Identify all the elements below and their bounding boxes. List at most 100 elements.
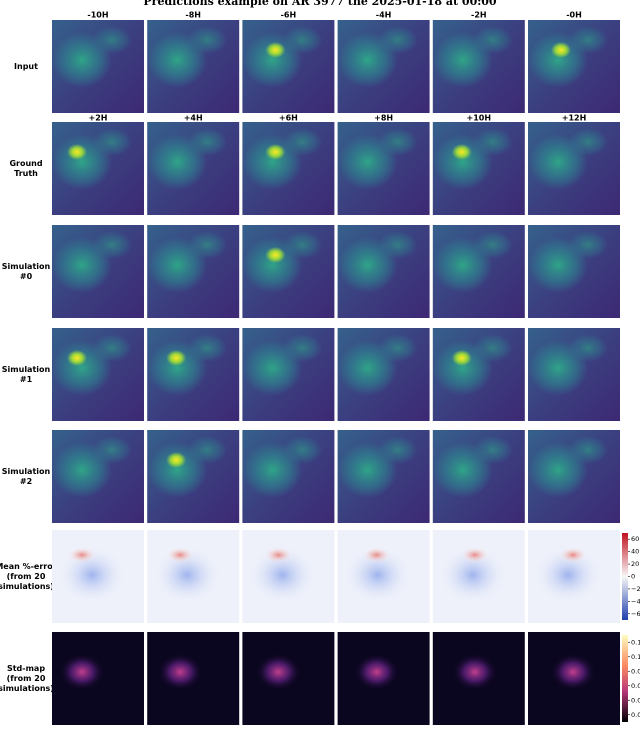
colorbar-tick-label: −40 xyxy=(631,597,640,605)
image-feature xyxy=(187,26,228,54)
image-feature xyxy=(533,545,603,605)
colorbar-tick-label: −20 xyxy=(631,585,640,593)
image-feature xyxy=(437,545,508,605)
image-feature xyxy=(256,654,301,690)
column-header: -2H xyxy=(471,11,487,20)
row-label: Truth xyxy=(14,169,38,178)
image-feature xyxy=(354,654,399,690)
image-feature xyxy=(282,231,323,259)
colorbar-tick-label: 0.04 xyxy=(631,696,640,704)
image-feature xyxy=(472,26,513,54)
image-feature xyxy=(452,654,497,690)
image-feature xyxy=(551,654,595,690)
image-feature xyxy=(282,26,323,54)
colorbar-tick-label: 40 xyxy=(631,548,639,556)
image-feature xyxy=(551,42,571,58)
image-feature xyxy=(377,436,418,464)
image-feature xyxy=(187,436,228,464)
image-feature xyxy=(264,547,293,563)
image-feature xyxy=(158,654,203,690)
image-feature xyxy=(472,334,513,362)
image-feature xyxy=(67,144,87,160)
image-feature xyxy=(472,128,513,156)
row-label: #0 xyxy=(20,272,33,281)
image-feature xyxy=(377,334,418,362)
image-feature xyxy=(92,26,132,54)
image-feature xyxy=(282,436,323,464)
image-feature xyxy=(60,654,104,690)
colorbar xyxy=(622,533,628,620)
colorbar-tick-label: 0.08 xyxy=(631,667,640,675)
image-feature xyxy=(451,144,472,160)
column-header: +2H xyxy=(89,114,108,123)
image-feature xyxy=(568,436,608,464)
image-feature xyxy=(247,545,318,605)
image-feature xyxy=(377,231,418,259)
column-header: +12H xyxy=(562,114,587,123)
image-feature xyxy=(472,231,513,259)
row-label: (from 20 xyxy=(7,674,46,683)
colorbar-tick-label: 0.02 xyxy=(631,711,640,719)
image-feature xyxy=(265,247,286,263)
column-header: -6H xyxy=(281,11,297,20)
image-feature xyxy=(92,334,132,362)
row-label: Std-map xyxy=(7,664,45,673)
image-feature xyxy=(187,231,228,259)
colorbar-tick-label: 0.06 xyxy=(631,682,640,690)
column-header: -10H xyxy=(87,11,108,20)
image-feature xyxy=(92,128,132,156)
image-feature xyxy=(568,26,608,54)
row-label: Simulation xyxy=(2,262,51,271)
row-label: #2 xyxy=(20,477,32,486)
image-feature xyxy=(559,547,587,563)
image-feature xyxy=(362,547,391,563)
image-feature xyxy=(187,128,228,156)
colorbar-tick-label: 20 xyxy=(631,560,639,568)
column-header: +4H xyxy=(184,114,203,123)
image-feature xyxy=(92,231,132,259)
image-feature xyxy=(282,334,323,362)
image-feature xyxy=(265,42,286,58)
image-feature xyxy=(377,128,418,156)
image-feature xyxy=(166,350,187,366)
column-header: -0H xyxy=(566,11,582,20)
image-feature xyxy=(92,436,132,464)
row-label: #1 xyxy=(20,375,33,384)
image-feature xyxy=(67,350,87,366)
image-feature xyxy=(166,452,187,468)
figure-title: Predictions example on AR 3977 the 2025-… xyxy=(143,0,497,8)
colorbar-tick-label: 0 xyxy=(631,573,635,581)
image-feature xyxy=(166,547,195,563)
image-feature xyxy=(568,128,608,156)
row-label: (from 20 xyxy=(7,572,46,581)
colorbar-tick-label: 0.12 xyxy=(631,638,640,646)
column-header: +10H xyxy=(467,114,492,123)
image-feature xyxy=(377,26,418,54)
column-header: +6H xyxy=(279,114,298,123)
image-feature xyxy=(265,144,286,160)
image-feature xyxy=(451,350,472,366)
image-feature xyxy=(187,334,228,362)
row-label: Input xyxy=(14,62,38,71)
colorbar xyxy=(622,635,628,722)
image-feature xyxy=(342,545,413,605)
row-label: simulations) xyxy=(0,684,54,693)
column-header: -4H xyxy=(376,11,392,20)
image-feature xyxy=(568,231,608,259)
image-feature xyxy=(68,547,96,563)
image-feature xyxy=(472,436,513,464)
image-feature xyxy=(568,334,608,362)
row-label: simulations) xyxy=(0,582,54,591)
row-label: Simulation xyxy=(2,365,51,374)
column-header: -8H xyxy=(185,11,201,20)
column-header: +8H xyxy=(374,114,393,123)
image-feature xyxy=(282,128,323,156)
colorbar-tick-label: 60 xyxy=(631,535,639,543)
row-label: Mean %-error xyxy=(0,562,57,571)
colorbar-tick-label: −60 xyxy=(631,610,640,618)
colorbar-tick-label: 0.10 xyxy=(631,653,640,661)
row-label: Ground xyxy=(9,159,42,168)
row-label: Simulation xyxy=(2,467,51,476)
image-feature xyxy=(460,547,489,563)
